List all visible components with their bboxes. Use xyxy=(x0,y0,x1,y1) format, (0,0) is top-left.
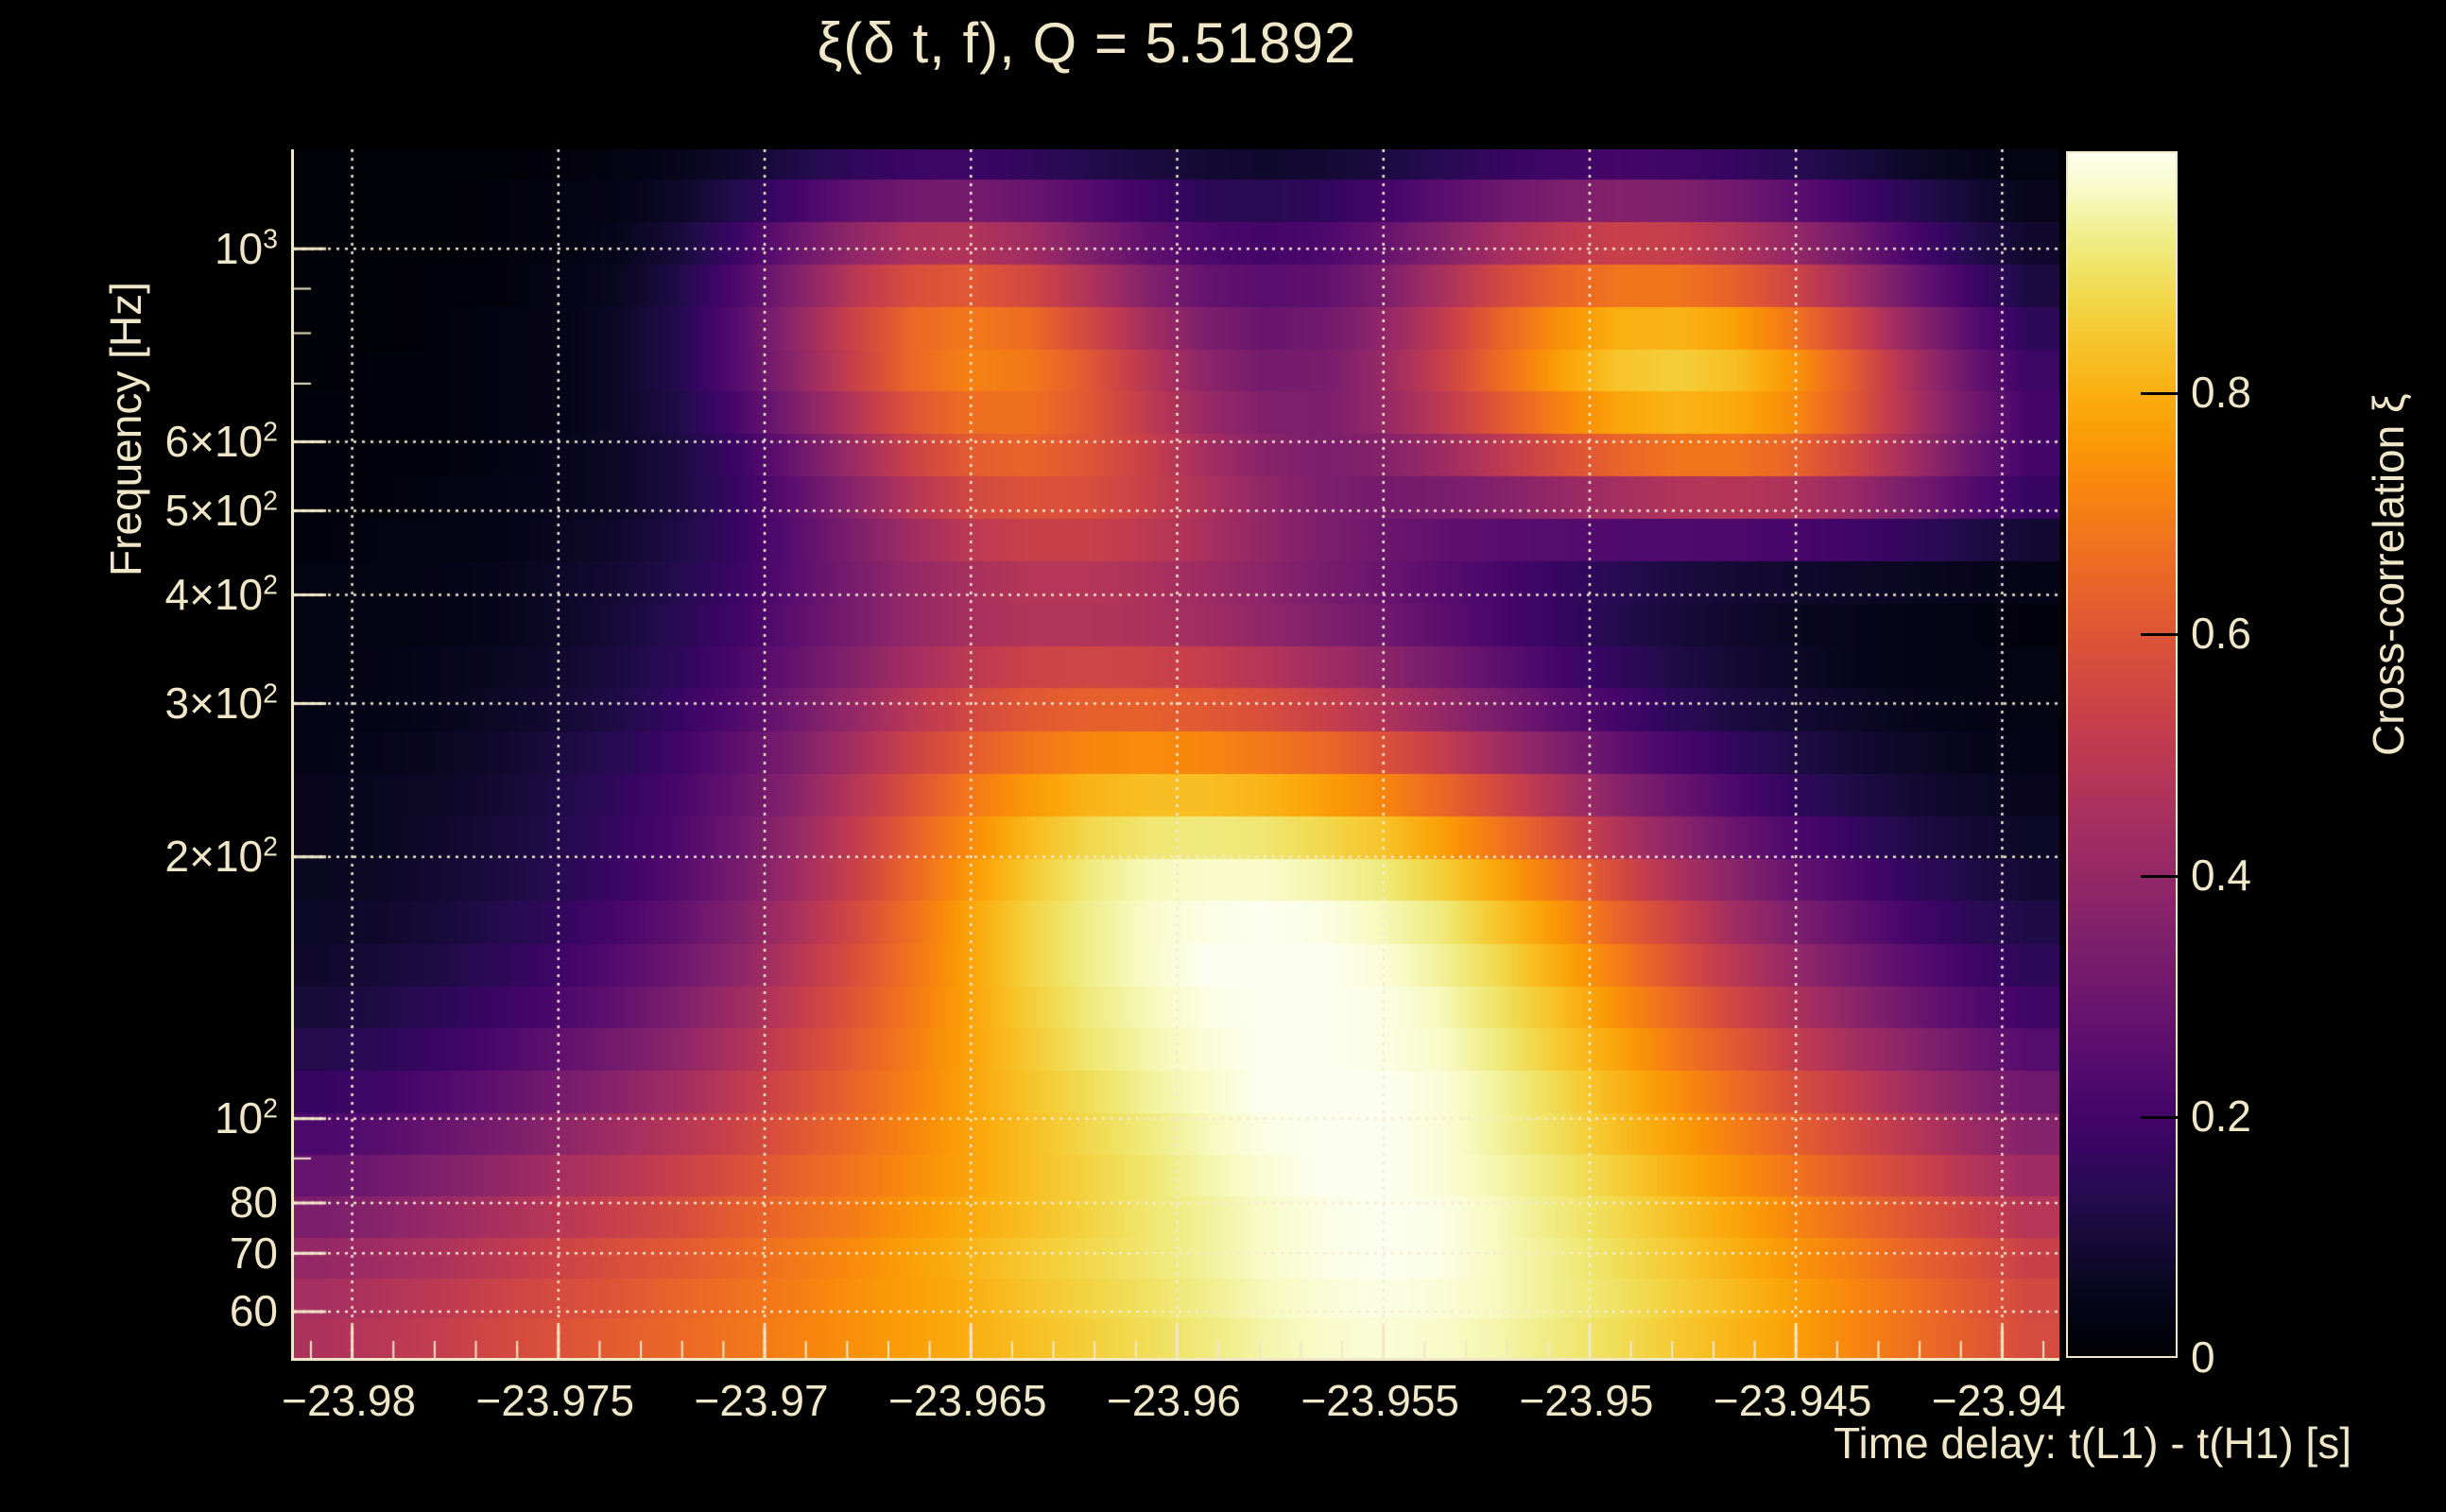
x-tick-label: −23.955 xyxy=(1301,1376,1459,1425)
colorbar-tick-label: 0.8 xyxy=(2191,368,2251,418)
y-tick-label: 103 xyxy=(214,223,278,273)
x-tick-label: −23.95 xyxy=(1519,1376,1654,1425)
colorbar-tick-mark xyxy=(2141,1115,2178,1119)
plot-area xyxy=(291,149,2059,1361)
colorbar-tick-label: 0.4 xyxy=(2191,850,2251,900)
colorbar-tick-mark xyxy=(2141,874,2178,878)
colorbar-tick-mark xyxy=(2141,633,2178,637)
colorbar-title: Cross-correlation ξ xyxy=(2364,393,2413,756)
y-tick-label: 70 xyxy=(229,1228,278,1278)
y-tick-label: 80 xyxy=(229,1177,278,1228)
x-tick-label: −23.975 xyxy=(475,1376,635,1425)
x-axis-title: Time delay: t(L1) - t(H1) [s] xyxy=(1834,1418,2351,1468)
colorbar-tick-label: 0 xyxy=(2191,1332,2215,1382)
y-axis-title: Frequency [Hz] xyxy=(101,282,150,576)
x-tick-label: −23.97 xyxy=(694,1376,829,1425)
x-tick-label: −23.96 xyxy=(1107,1376,1241,1425)
y-tick-label: 60 xyxy=(229,1286,278,1336)
y-tick-label: 5×102 xyxy=(164,485,278,535)
chart-title: ξ(δ t, f), Q = 5.51892 xyxy=(817,11,1357,75)
colorbar-tick-label: 0.6 xyxy=(2191,609,2251,659)
colorbar-tick-label: 0.2 xyxy=(2191,1091,2251,1141)
colorbar-tick-mark xyxy=(2141,392,2178,396)
x-tick-label: −23.965 xyxy=(887,1376,1047,1425)
colorbar-gradient xyxy=(2066,151,2178,1358)
y-tick-label: 4×102 xyxy=(164,570,278,620)
x-tick-label: −23.98 xyxy=(282,1376,417,1425)
colorbar xyxy=(2066,151,2178,1358)
x-tick-label: −23.945 xyxy=(1713,1376,1872,1425)
x-tick-label: −23.94 xyxy=(1931,1376,2066,1425)
heatmap-canvas xyxy=(294,149,2059,1358)
y-tick-label: 102 xyxy=(214,1093,278,1143)
y-tick-label: 2×102 xyxy=(164,832,278,882)
y-tick-label: 6×102 xyxy=(164,417,278,467)
y-tick-label: 3×102 xyxy=(164,679,278,729)
